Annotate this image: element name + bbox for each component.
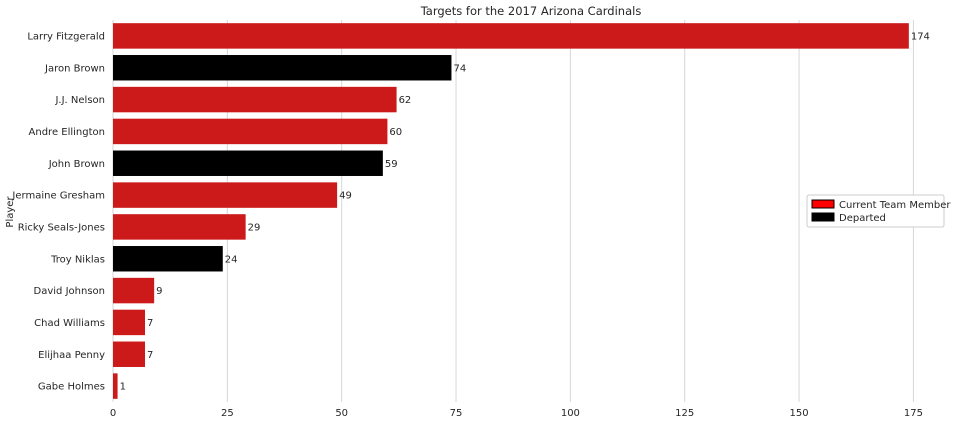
legend-swatch: [811, 212, 835, 222]
y-tick-label: John Brown: [48, 159, 105, 170]
x-tick-label: 150: [790, 408, 809, 419]
bar: [113, 55, 452, 81]
bars: [113, 23, 909, 399]
bar: [113, 341, 146, 367]
x-tick-label: 175: [904, 408, 923, 419]
legend: Current Team Member Departed: [806, 194, 951, 228]
legend-entry: Departed: [839, 213, 886, 224]
bar-value-label: 59: [385, 159, 398, 170]
bar-value-label: 7: [147, 350, 153, 361]
x-tick-label: 50: [335, 408, 348, 419]
y-tick-label: Jaron Brown: [44, 63, 105, 74]
x-tick-labels: 0 25 50 75 100 125 150 175: [110, 408, 923, 419]
legend-entry: Current Team Member: [839, 200, 951, 211]
y-tick-label: Ricky Seals-Jones: [18, 222, 105, 233]
bar: [113, 150, 383, 176]
y-tick-label: Troy Niklas: [50, 254, 105, 265]
y-tick-label: Jermaine Gresham: [11, 191, 105, 202]
gridlines: [112, 20, 914, 402]
y-tick-label: Chad Williams: [34, 318, 105, 329]
y-tick-label: David Johnson: [34, 286, 105, 297]
bar: [113, 373, 118, 399]
bar-value-labels: 174 74 62 60 59 49 29 24 9 7 7 1: [120, 31, 930, 392]
y-tick-label: Gabe Holmes: [38, 382, 105, 393]
bar: [113, 86, 397, 113]
y-axis-label: Player: [5, 196, 16, 228]
bar-value-label: 1: [120, 382, 126, 393]
bar: [113, 23, 909, 49]
x-tick-label: 0: [110, 408, 116, 419]
bar: [113, 118, 388, 145]
bar-value-label: 49: [339, 191, 352, 202]
bar: [113, 182, 338, 208]
x-tick-label: 25: [221, 408, 234, 419]
y-tick-labels: Larry Fitzgerald Jaron Brown J.J. Nelson An…: [11, 31, 105, 392]
y-tick-label: J.J. Nelson: [54, 95, 105, 106]
chart-title: Targets for the 2017 Arizona Cardinals: [420, 4, 642, 18]
bar: [113, 309, 146, 336]
bar-value-label: 9: [156, 286, 162, 297]
bar: [113, 214, 246, 240]
y-tick-label: Elijhaa Penny: [38, 350, 105, 361]
bar-value-label: 174: [911, 31, 930, 42]
x-tick-label: 100: [561, 408, 580, 419]
bar-value-label: 29: [248, 222, 261, 233]
bar-value-label: 24: [225, 254, 238, 265]
x-tick-label: 75: [450, 408, 463, 419]
bar-value-label: 7: [147, 318, 153, 329]
legend-swatch: [811, 199, 835, 209]
legend-frame: [806, 194, 945, 228]
bar: [113, 277, 155, 304]
bar-value-label: 74: [453, 63, 466, 74]
y-tick-label: Larry Fitzgerald: [27, 31, 105, 42]
y-tick-label: Andre Ellington: [29, 127, 105, 138]
bar-value-label: 60: [389, 127, 402, 138]
x-tick-label: 125: [675, 408, 694, 419]
bar-value-label: 62: [399, 95, 412, 106]
bar: [113, 246, 223, 272]
